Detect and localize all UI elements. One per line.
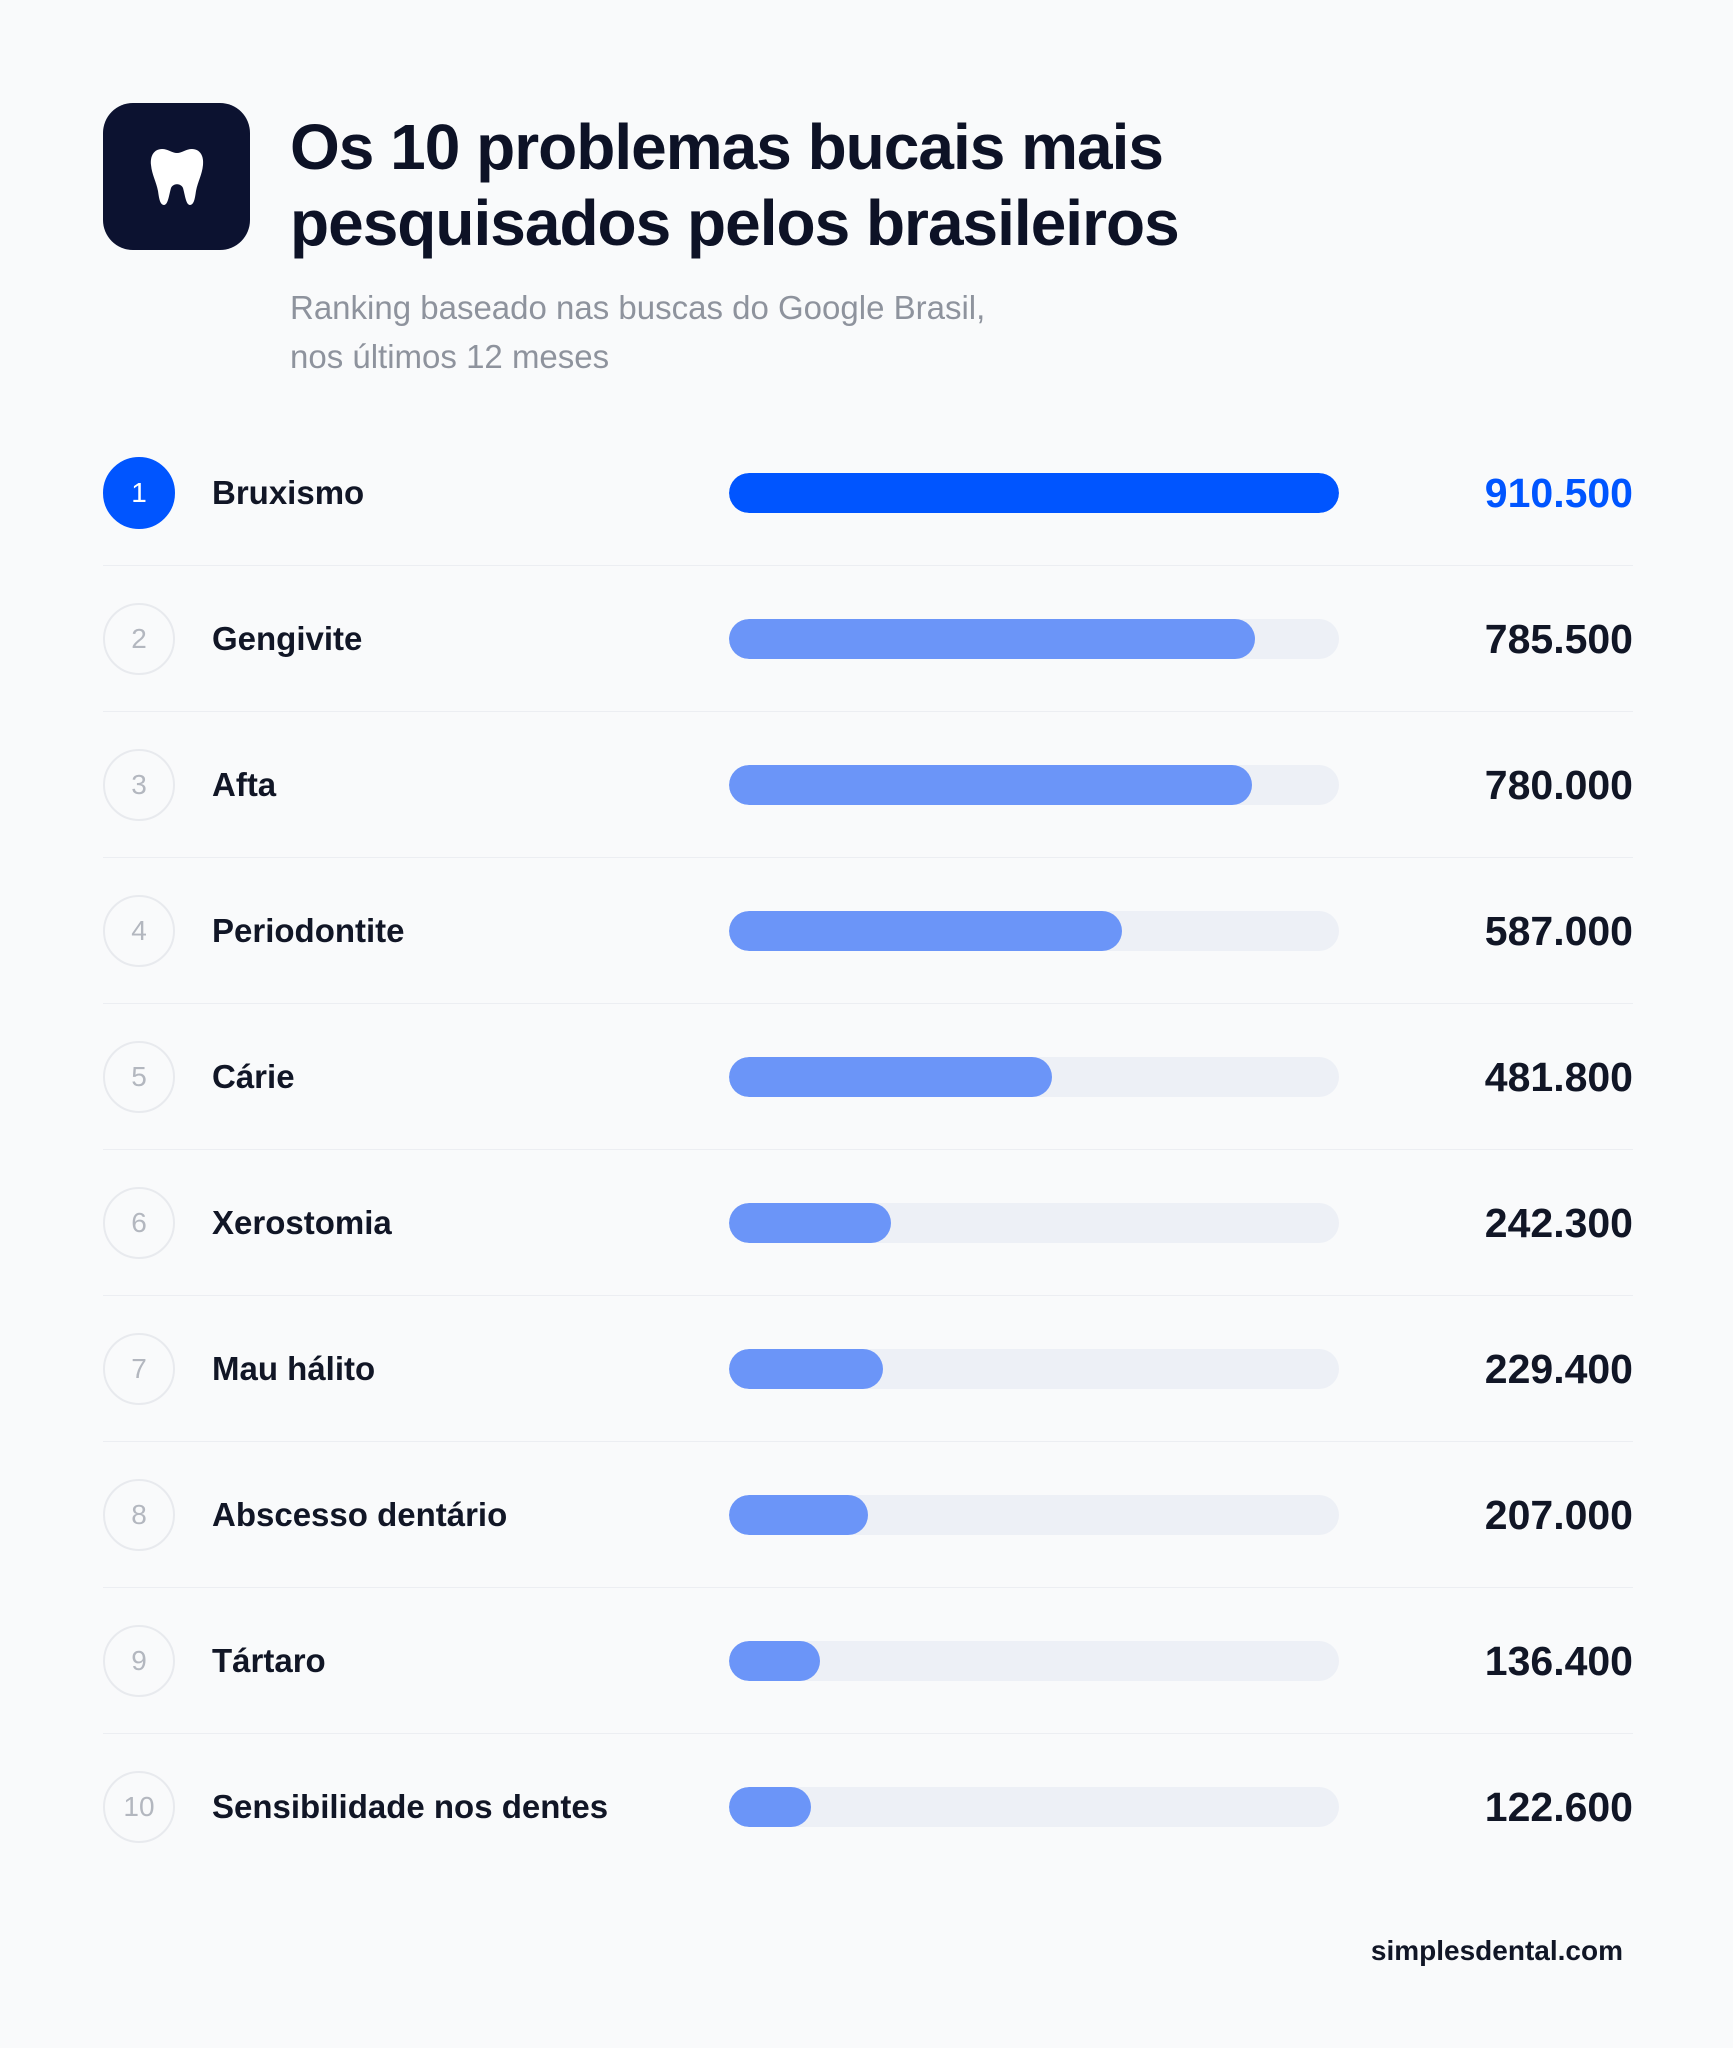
table-row: 6 Xerostomia 242.300 — [103, 1150, 1633, 1296]
category-label: Periodontite — [212, 912, 405, 949]
table-row: 4 Periodontite 587.000 — [103, 858, 1633, 1004]
value-label: 207.000 — [1484, 1492, 1633, 1538]
bar — [729, 1641, 821, 1681]
source-credit: simplesdental.com — [1370, 1935, 1623, 1966]
value-label: 122.600 — [1484, 1784, 1633, 1830]
bar-track — [729, 473, 1339, 513]
bar — [729, 1203, 892, 1243]
value-label: 242.300 — [1484, 1200, 1633, 1246]
value-label: 785.500 — [1484, 616, 1633, 662]
bar — [729, 765, 1252, 805]
table-row: 5 Cárie 481.800 — [103, 1004, 1633, 1150]
category-label: Mau hálito — [212, 1350, 376, 1387]
category-label: Sensibilidade nos dentes — [212, 1788, 609, 1825]
bar — [729, 1057, 1052, 1097]
rank-badge: 9 — [103, 1625, 175, 1697]
category-label: Afta — [212, 766, 277, 803]
table-row: 10 Sensibilidade nos dentes 122.600 — [103, 1734, 1633, 1880]
value-label: 481.800 — [1484, 1054, 1633, 1100]
bar-track — [729, 765, 1339, 805]
bar-track — [729, 1641, 1339, 1681]
bar-track — [729, 1203, 1339, 1243]
category-label: Xerostomia — [212, 1204, 392, 1241]
page-subtitle: Ranking baseado nas buscas do Google Bra… — [290, 283, 1190, 381]
table-row: 2 Gengivite 785.500 — [103, 566, 1633, 712]
rank-badge: 4 — [103, 895, 175, 967]
value-label: 229.400 — [1484, 1346, 1633, 1392]
page-title: Os 10 problemas bucais mais pesquisados … — [290, 111, 1180, 259]
category-label: Abscesso dentário — [212, 1496, 508, 1533]
rank-badge: 7 — [103, 1333, 175, 1405]
value-label: 910.500 — [1484, 470, 1633, 516]
bar-track — [729, 1787, 1339, 1827]
value-label: 136.400 — [1484, 1638, 1633, 1684]
subtitle-line-1: Ranking baseado nas buscas do Google Bra… — [290, 289, 986, 326]
rank-badge: 1 — [103, 457, 175, 529]
rank-badge: 10 — [103, 1771, 175, 1843]
bar — [729, 911, 1123, 951]
table-row: 3 Afta 780.000 — [103, 712, 1633, 858]
value-label: 780.000 — [1484, 762, 1633, 808]
rank-badge: 5 — [103, 1041, 175, 1113]
bar-track — [729, 619, 1339, 659]
category-label: Tártaro — [212, 1642, 326, 1679]
bar-track — [729, 1057, 1339, 1097]
rank-badge: 3 — [103, 749, 175, 821]
table-row: 9 Tártaro 136.400 — [103, 1588, 1633, 1734]
tooth-icon — [103, 103, 250, 250]
bar — [729, 1495, 868, 1535]
category-label: Gengivite — [212, 620, 363, 657]
bar-track — [729, 911, 1339, 951]
tooth-glyph — [150, 148, 203, 205]
table-row: 8 Abscesso dentário 207.000 — [103, 1442, 1633, 1588]
bar — [729, 1787, 812, 1827]
subtitle-line-2: nos últimos 12 meses — [290, 338, 610, 375]
bar — [729, 619, 1256, 659]
category-label: Cárie — [212, 1058, 295, 1095]
category-label: Bruxismo — [212, 474, 365, 511]
value-label: 587.000 — [1484, 908, 1633, 954]
table-row: 1 Bruxismo 910.500 — [103, 420, 1633, 566]
rank-badge: 2 — [103, 603, 175, 675]
rank-badge: 6 — [103, 1187, 175, 1259]
rank-badge: 8 — [103, 1479, 175, 1551]
bar — [729, 473, 1339, 513]
ranking-list: 1 Bruxismo 910.500 2 Gengivite 785.500 3 Afta 78… — [103, 420, 1633, 1880]
bar-track — [729, 1495, 1339, 1535]
bar-track — [729, 1349, 1339, 1389]
table-row: 7 Mau hálito 229.400 — [103, 1296, 1633, 1442]
bar — [729, 1349, 883, 1389]
